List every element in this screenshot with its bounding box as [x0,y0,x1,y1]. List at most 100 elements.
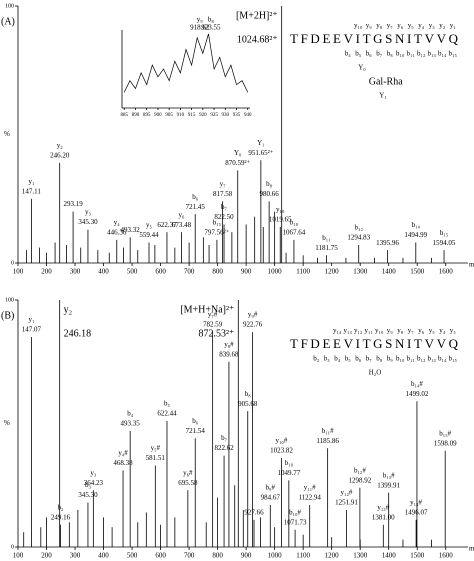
sequence-b-ion: b₆ [366,50,373,58]
sequence-b-ion: b₂ [313,355,320,363]
peak-mz-label: 1496.07 [405,508,428,516]
peak-mz-label: 147.07 [22,326,42,334]
inset-peak-mz: 923.55 [201,24,221,32]
sequence-y-ion: y₁₃ [344,327,353,335]
sequence-b-ion: b₅ [345,355,352,363]
sequence-b-ion: b₅ [355,50,362,58]
x-tick-label: 1400 [382,552,397,560]
peak-ion-label: b₁₂ [355,224,364,232]
peak-mz-label: 1181.75 [315,244,338,252]
inset-peak-ion: y₉ [197,16,204,24]
x-tick-label: 500 [127,268,138,276]
x-tick-label: 700 [184,268,195,276]
peak-ion-label: [M+2H]²⁺ [236,10,278,21]
sequence-y-ion: y₇ [387,22,394,30]
sequence-y-ion: y₁₀ [354,22,363,30]
peak-mz-label: 1598.09 [434,439,457,447]
inset-tick-label: 940 [244,113,252,118]
peak-ion-label: b₉# [266,484,276,492]
peak-mz-label: 249.16 [51,513,71,521]
peak-ion-label: b₅ [164,400,171,408]
x-tick-label: 1200 [325,552,340,560]
sequence-b-ion: b₇ [376,50,383,58]
sequence-b-ion: b₁₁ [407,355,415,363]
peak-ion-label: b₁₄# [411,380,423,388]
peak-ion-label: y₅ [146,221,153,229]
peak-ion-label: y₁₁# [304,484,316,492]
sequence-b-ion: b₄ [334,355,341,363]
inset-tick-label: 920 [199,113,207,118]
peak-mz-label: 559.44 [139,231,159,239]
peak-mz-label: 1294.83 [347,234,370,242]
sequence-y-ion: y₂ [439,22,446,30]
peak-ion-label: y₅# [151,444,161,452]
inset-tick-label: 935 [233,113,241,118]
x-tick-label: 900 [241,268,252,276]
peak-ion-label: y₁₃# [377,503,389,511]
sequence-note: Y₁ [379,92,387,100]
x-tick-label: 300 [70,268,81,276]
inset-tick-label: 915 [188,113,196,118]
x-tick-label: 1300 [353,552,368,560]
x-axis-label: m/z [469,545,474,553]
y-axis-label: % [4,419,10,427]
peak-ion-label: y₄ [114,218,121,226]
peak-ion-label: y₃ [90,469,97,477]
inset-peak-ion: b₈ [208,16,215,24]
sequence-y-ion: y₈ [376,22,383,30]
peak-mz-label: 1499.02 [406,390,429,398]
sequence-y-ion: y₁₁ [365,327,373,335]
sequence-y-ion: y₉ [387,327,394,335]
peak-ion-label: b₁₁ [322,234,330,242]
inset-tick-label: 925 [210,113,218,118]
peak-mz-label: 797.56²⁺ [204,228,229,236]
x-tick-label: 800 [212,268,223,276]
peak-mz-label: 872.53²⁺ [199,328,235,339]
inset-peak-mz: 918.62 [190,24,210,32]
sequence-b-ion: b₁₄ [438,50,447,58]
x-tick-label: 1200 [325,268,340,276]
peak-ion-label: b₇ [221,434,228,442]
peak-mz-label: 246.18 [64,328,91,339]
peak-mz-label: 1494.99 [404,231,427,239]
peak-ion-label: y₁₀# [275,437,287,445]
inset-line [123,33,249,93]
peak-mz-label: 782.59 [203,321,223,329]
peak-ion-label: b₁₁# [322,427,334,435]
peak-mz-label: 1049.77 [277,469,300,477]
peak-ion-label: y₃ [85,208,92,216]
x-tick-label: 900 [241,552,252,560]
peak-mz-label: 345.30 [78,218,98,226]
peak-ion-label: b₁₀ [285,459,294,467]
sequence-note: Y₀ [358,64,366,72]
peak-ion-label: y₆ [179,211,186,219]
sequence-note: Gal-Rha [369,76,403,87]
peak-ion-label: y₇# [208,311,218,319]
sequence-b-ion: b₈ [387,50,394,58]
peak-mz-label: 1399.91 [377,481,400,489]
peak-ion-label: b₆ [192,417,199,425]
inset-tick-label: 905 [165,113,173,118]
peak-mz-label: 468.38 [113,459,133,467]
sequence-y-ion: y₄ [418,22,425,30]
peak-mz-label: 293.19 [63,200,83,208]
peak-mz-label: 905.68 [238,400,258,408]
peak-mz-label: 1381.00 [372,513,395,521]
sequence-b-ion: b₁₂ [417,355,426,363]
peak-mz-label: 1023.82 [270,447,293,455]
panel-label: (A) [1,16,15,27]
sequence-y-ion: y₈ [397,327,404,335]
peak-mz-label: 980.66 [260,190,280,198]
peak-mz-label: 922.76 [243,321,263,329]
sequence-note: H₂O [369,369,382,377]
sequence-y-ion: y₅ [429,327,436,335]
x-tick-label: 600 [155,268,166,276]
peak-mz-label: 1071.73 [284,518,307,526]
peak-mz-label: 1185.86 [316,437,339,445]
peak-mz-label: 822.50 [214,213,234,221]
x-tick-label: 1000 [268,552,283,560]
sequence-b-ion: b₁₃ [428,355,437,363]
sequence-b-ion: b₁₃ [428,50,437,58]
peak-mz-label: 1594.05 [433,239,456,247]
peak-ion-label: y₁₄# [410,498,422,506]
